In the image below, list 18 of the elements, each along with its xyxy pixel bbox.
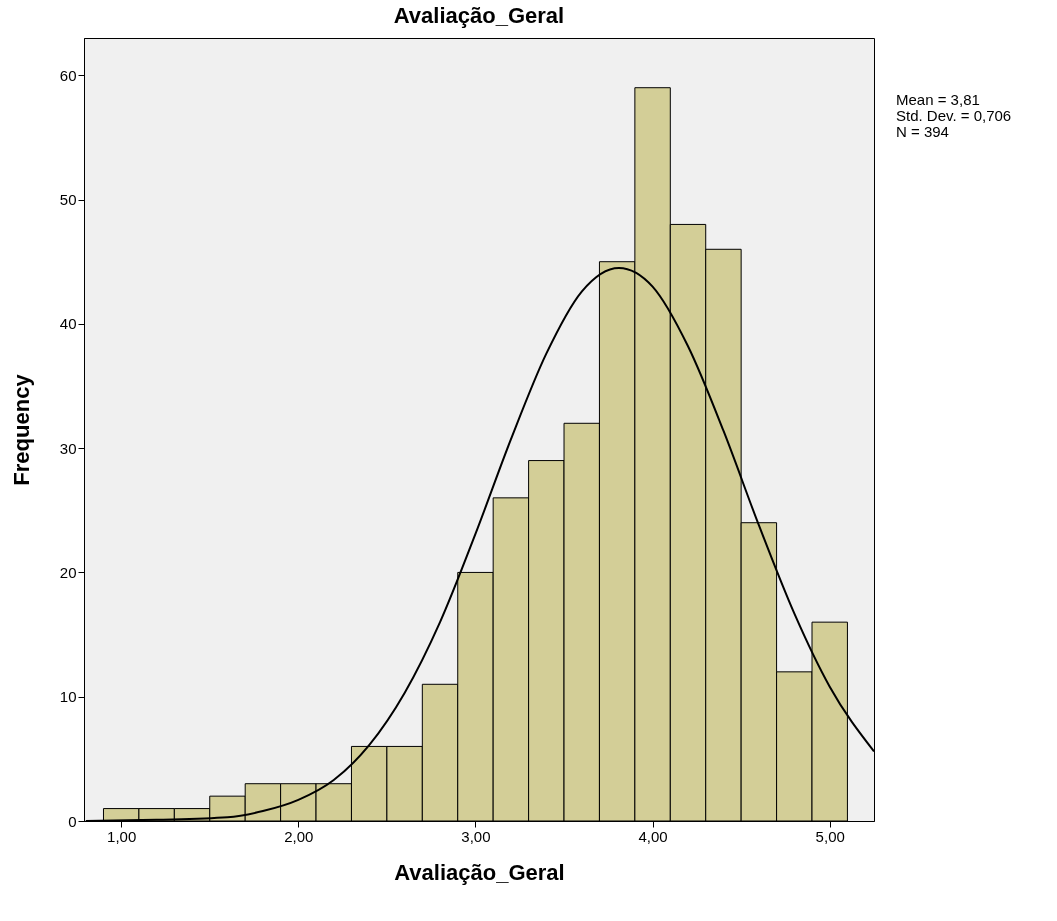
y-tick-label: 20 — [59, 563, 77, 581]
y-tick-label: 30 — [59, 439, 77, 457]
x-tick-label: 3,00 — [461, 827, 491, 845]
x-tick-label: 1,00 — [107, 827, 137, 845]
y-tick-label: 40 — [59, 315, 77, 333]
x-tick-label: 2,00 — [284, 827, 314, 845]
y-tick-label: 0 — [68, 812, 77, 830]
text: Mean = 3,81 — [896, 91, 981, 108]
y-tick-label: 10 — [59, 688, 77, 706]
text: Std. Dev. = 0,706 — [896, 107, 1012, 124]
y-tick-label: 50 — [59, 191, 77, 209]
x-axis-title: Avaliação_Geral — [394, 859, 565, 885]
y-tick-label: 60 — [59, 66, 77, 84]
chart-title: Avaliação_Geral — [393, 3, 565, 28]
y-axis-title: Frequency — [8, 373, 34, 486]
x-tick-label: 4,00 — [638, 827, 668, 845]
text: N = 394 — [896, 123, 950, 140]
x-tick-label: 5,00 — [815, 827, 845, 845]
